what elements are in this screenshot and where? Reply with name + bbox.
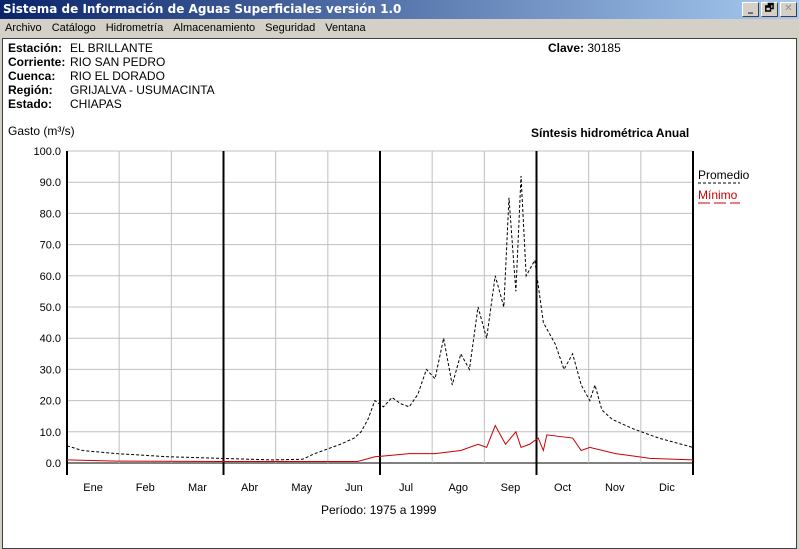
series-line-minimo — [66, 424, 694, 462]
x-tick-label: Oct — [554, 482, 571, 494]
y-tick-label: 90.0 — [40, 177, 61, 189]
value: RIO SAN PEDRO — [70, 55, 166, 69]
station-info: Estación: EL BRILLANTE Corriente: RIO SAN … — [8, 41, 215, 111]
legend-label: Promedio — [698, 168, 750, 182]
x-tick-label: Ene — [83, 482, 103, 494]
y-tick-label: 100.0 — [33, 146, 61, 158]
x-tick-label: Jul — [399, 482, 413, 494]
legend-label: Mínimo — [698, 188, 738, 202]
x-tick-label: Jun — [345, 482, 363, 494]
label: Cuenca: — [8, 69, 56, 83]
chart-panel: Estación: EL BRILLANTE Corriente: RIO SAN … — [2, 38, 797, 549]
x-tick-label: Nov — [605, 482, 625, 494]
value: GRIJALVA - USUMACINTA — [70, 83, 215, 97]
title-bar: Sistema de Información de Aguas Superfic… — [0, 0, 799, 19]
x-tick-label: Feb — [136, 482, 155, 494]
value: EL BRILLANTE — [70, 41, 153, 55]
menu-almacenamiento[interactable]: Almacenamiento — [173, 22, 256, 34]
menu-catalogo[interactable]: Catálogo — [51, 22, 96, 34]
x-tick-label: Ago — [448, 482, 468, 494]
x-tick-label: May — [291, 482, 312, 494]
chart: 0.0 10.0 20.0 30.0 40.0 50.0 60.0 70.0 80.0 90.0 1… — [33, 146, 750, 494]
close-button[interactable]: ✕ — [780, 2, 797, 17]
minimize-button[interactable]: _ — [742, 2, 759, 17]
menu-archivo[interactable]: Archivo — [5, 22, 42, 34]
label: Estado: — [8, 97, 53, 111]
y-tick-label: 80.0 — [40, 208, 61, 220]
menu-hidrometria[interactable]: Hidrometría — [105, 22, 164, 34]
value: CHIAPAS — [70, 97, 122, 111]
y-tick-label: 40.0 — [40, 333, 61, 345]
restore-button[interactable]: 🗗 — [761, 2, 778, 17]
value: RIO EL DORADO — [70, 69, 165, 83]
y-tick-label: 70.0 — [40, 240, 61, 252]
window-title: Sistema de Información de Aguas Superfic… — [3, 2, 402, 16]
menu-ventana[interactable]: Ventana — [325, 22, 366, 34]
x-tick-label: Sep — [501, 482, 521, 494]
chart-title: Síntesis hidrométrica Anual — [531, 126, 690, 140]
y-tick-label: 30.0 — [40, 364, 61, 376]
x-tick-label: Dic — [659, 482, 675, 494]
label: Corriente: — [8, 55, 66, 69]
label: Estación: — [8, 41, 63, 55]
menu-seguridad[interactable]: Seguridad — [265, 22, 316, 34]
x-tick-label: Mar — [188, 482, 207, 494]
clave: Clave: 30185 — [548, 41, 621, 55]
y-tick-label: 60.0 — [40, 271, 61, 283]
y-axis-label: Gasto (m³/s) — [8, 124, 75, 138]
y-tick-label: 0.0 — [46, 458, 61, 470]
period-label: Período: 1975 a 1999 — [321, 503, 437, 517]
y-tick-label: 50.0 — [40, 302, 61, 314]
x-tick-label: Abr — [241, 482, 258, 494]
y-tick-label: 10.0 — [40, 427, 61, 439]
y-tick-label: 20.0 — [40, 396, 61, 408]
menu-bar: Archivo Catálogo Hidrometría Almacenamie… — [0, 19, 799, 38]
label: Región: — [8, 83, 53, 97]
